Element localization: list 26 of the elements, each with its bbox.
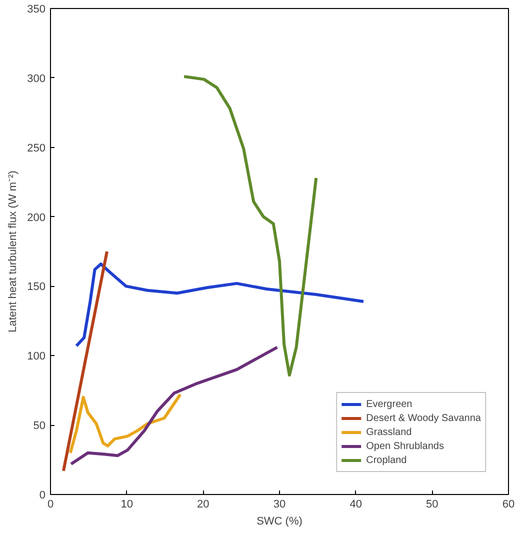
- x-tick-label: 10: [120, 498, 133, 510]
- y-tick-label: 0: [39, 490, 46, 502]
- x-tick-label: 50: [426, 498, 438, 510]
- y-tick-label: 100: [27, 350, 46, 363]
- y-tick-label: 50: [33, 420, 46, 432]
- x-tick-label: 20: [197, 498, 210, 510]
- y-tick-label: 150: [27, 281, 46, 294]
- y-tick-label: 350: [27, 4, 46, 16]
- legend-label: Desert & Woody Savanna: [366, 412, 481, 425]
- legend-label: Open Shrublands: [366, 440, 444, 453]
- x-tick-label: 40: [350, 498, 362, 510]
- x-axis-title: SWC (%): [256, 516, 302, 528]
- x-tick-label: 30: [273, 498, 286, 510]
- line-series: [182, 75, 318, 377]
- y-tick-label: 200: [27, 212, 46, 224]
- line-series: [74, 262, 365, 348]
- x-tick-label: 60: [502, 498, 515, 510]
- legend-label: Cropland: [366, 454, 407, 467]
- y-axis-title: Latent heat turbulent flux (W m⁻²): [7, 170, 20, 332]
- line-series: [68, 393, 182, 454]
- line-series: [70, 346, 279, 466]
- y-tick-label: 250: [27, 142, 46, 154]
- legend-label: Grassland: [366, 426, 412, 439]
- legend-label: Evergreen: [366, 398, 412, 411]
- x-tick-label: 0: [47, 498, 54, 510]
- y-tick-label: 300: [27, 72, 46, 85]
